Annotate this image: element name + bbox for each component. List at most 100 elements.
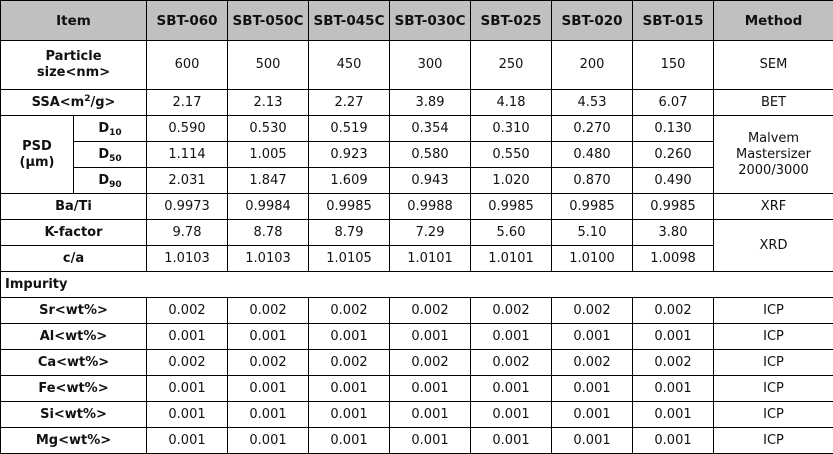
cell: 0.002 [389,297,472,324]
cell: 0.002 [146,297,229,324]
label-sub: 90 [109,179,122,190]
cell: 0.002 [146,349,229,376]
psd-sub-label: D10 [72,115,148,142]
method-line: Malvem [747,130,800,146]
cell: 0.530 [227,115,310,142]
cell: 1.847 [227,167,310,194]
psd-label: PSD (μm) [0,115,74,194]
cell: 1.005 [227,141,310,168]
cell: 0.001 [146,375,229,402]
header-product: SBT-045C [308,0,391,41]
impurity-row: Fe<wt%> 0.001 0.001 0.001 0.001 0.001 0.001 0.0… [0,375,833,402]
cell: 0.001 [551,375,634,402]
row-label: Mg<wt%> [0,427,148,454]
cell: 4.53 [551,89,634,116]
row-label: Si<wt%> [0,401,148,428]
cell: 0.001 [470,401,553,428]
cell: 600 [146,40,229,90]
impurity-row: Si<wt%> 0.001 0.001 0.001 0.001 0.001 0.001 0.0… [0,401,833,428]
psd-row: D90 2.031 1.847 1.609 0.943 1.020 0.870 0.490 [1,167,833,194]
cell: 0.310 [470,115,553,142]
cell: 450 [308,40,391,90]
cell: 0.001 [227,401,310,428]
method-cell: Malvem Mastersizer 2000/3000 [713,115,833,194]
cell: 250 [470,40,553,90]
label-text: D [98,120,110,136]
cell: 200 [551,40,634,90]
cell: 1.0098 [632,245,715,272]
cell: 500 [227,40,310,90]
method-cell: BET [713,89,833,116]
cell: 1.0101 [470,245,553,272]
cell: 0.001 [308,427,391,454]
row-label: Ca<wt%> [0,349,148,376]
row-label: c/a [0,245,148,272]
cell: 2.031 [146,167,229,194]
impurity-title: Impurity [0,271,833,298]
label-line: Particle [45,49,102,64]
cell: 0.001 [470,323,553,350]
cell: 0.001 [308,401,391,428]
header-product: SBT-050C [227,0,310,41]
method-cell: XRD [713,219,833,272]
header-product: SBT-015 [632,0,715,41]
cell: 1.0103 [227,245,310,272]
cell: 7.29 [389,219,472,246]
cell: 1.0100 [551,245,634,272]
cell: 3.80 [632,219,715,246]
cell: 2.17 [146,89,229,116]
ca-row: c/a 1.0103 1.0103 1.0105 1.0101 1.0101 1.0100 1… [0,245,833,272]
cell: 0.002 [632,349,715,376]
label-line: PSD [22,138,52,154]
cell: 0.270 [551,115,634,142]
cell: 1.020 [470,167,553,194]
row-label: Particle size<nm> [0,40,148,90]
cell: 8.79 [308,219,391,246]
ssa-row: SSA<m2/g> 2.17 2.13 2.27 3.89 4.18 4.53 … [0,89,833,116]
method-cell: ICP [713,401,833,428]
cell: 0.001 [308,375,391,402]
row-label: Ba/Ti [0,193,148,220]
psd-row: PSD (μm) D10 0.590 0.530 0.519 0.354 0.310 0.270… [0,115,833,194]
cell: 2.27 [308,89,391,116]
method-line: 2000/3000 [738,162,809,178]
cell: 5.10 [551,219,634,246]
cell: 0.580 [389,141,472,168]
cell: 0.9985 [470,193,553,220]
row-label: SSA<m2/g> [0,89,148,116]
header-product: SBT-060 [146,0,229,41]
cell: 1.609 [308,167,391,194]
cell: 0.870 [551,167,634,194]
row-label: Sr<wt%> [0,297,148,324]
cell: 0.002 [551,297,634,324]
method-cell: ICP [713,375,833,402]
cell: 8.78 [227,219,310,246]
cell: 0.001 [470,375,553,402]
impurity-row: Ca<wt%> 0.002 0.002 0.002 0.002 0.002 0.002 0.0… [0,349,833,376]
method-cell: ICP [713,349,833,376]
header-product: SBT-030C [389,0,472,41]
cell: 1.0105 [308,245,391,272]
cell: 0.9985 [632,193,715,220]
cell: 0.001 [551,401,634,428]
cell: 0.001 [551,323,634,350]
cell: 0.001 [632,375,715,402]
cell: 0.002 [470,297,553,324]
cell: 0.002 [470,349,553,376]
cell: 0.9984 [227,193,310,220]
cell: 0.002 [227,349,310,376]
impurity-row: Sr<wt%> 0.002 0.002 0.002 0.002 0.002 0.002 0.0… [0,297,833,324]
cell: 0.590 [146,115,229,142]
header-item: Item [0,0,148,41]
cell: 1.0103 [146,245,229,272]
cell: 0.001 [389,401,472,428]
label-line: size<nm> [36,65,111,80]
label-text: D [98,172,110,188]
impurity-row: Mg<wt%> 0.001 0.001 0.001 0.001 0.001 0.001 0.0… [0,427,833,454]
cell: 0.001 [227,375,310,402]
header-product: SBT-020 [551,0,634,41]
cell: 0.354 [389,115,472,142]
label-sub: 50 [109,153,122,164]
cell: 0.001 [470,427,553,454]
